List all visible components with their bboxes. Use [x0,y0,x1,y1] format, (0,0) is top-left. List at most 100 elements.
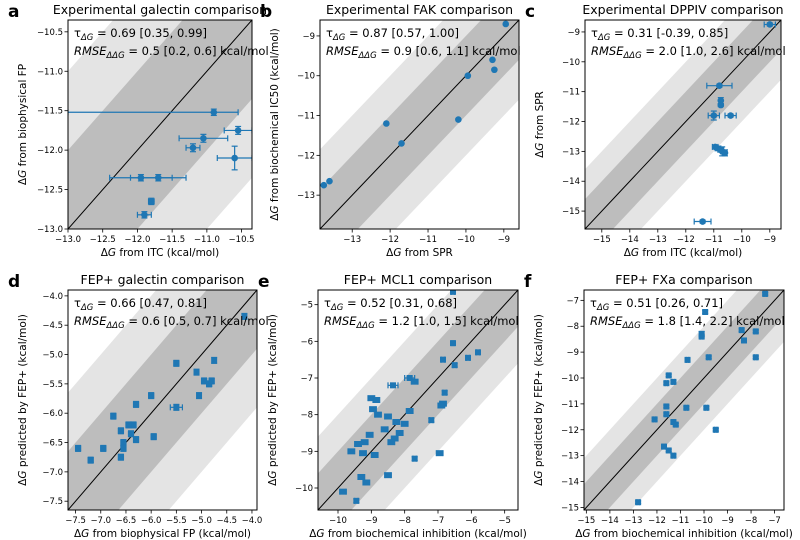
data-point [372,397,381,403]
data-point [360,439,369,446]
data-point [437,402,446,409]
plot-area-a [68,20,252,229]
data-point [383,120,390,127]
data-point [223,125,252,135]
marker [154,174,162,182]
data-point [127,430,135,438]
panel-c: −15 −14 −13 −12 −11 −10 −9 −15 −14 −13 −12 −11 −10 −9… [525,2,786,259]
marker [703,404,710,411]
y-tick-label: −15 [562,207,580,217]
y-tick-label: −14 [562,177,580,187]
x-tick-label: −11 [671,516,689,526]
marker [451,362,458,369]
data-point [216,145,252,171]
y-tick-label: −8 [300,411,313,421]
y-tick-label: −13.0 [37,225,63,235]
data-point [173,359,180,367]
rmse-annotation-a: RMSEΔΔG = 0.5 [0.2, 0.6] kcal/mol [74,44,269,61]
y-tick-label: −11.5 [37,107,63,117]
marker [661,443,667,450]
marker [100,445,107,452]
data-point [185,143,201,153]
tau-annotation-f: τΔG = 0.51 [0.26, 0.71] [590,296,723,313]
marker [211,357,218,364]
panel-a: −13.0 −12.5 −12.0 −11.5 −11.0 −10.5 −13.0 −12.5… [8,2,269,259]
data-point [411,455,418,462]
data-point [706,82,733,89]
x-tick-label: −7 [768,516,781,526]
y-tick-label: −10.5 [37,28,63,38]
marker [200,135,207,142]
y-tick-label: −9 [300,447,313,457]
y-tick-label: −10 [295,484,313,494]
marker [117,427,124,434]
data-point [663,403,670,410]
data-point [120,444,127,452]
y-tick-label: −4.0 [42,292,63,302]
marker [489,56,496,64]
marker [361,439,368,446]
marker [401,420,408,427]
x-tick-label: −5 [498,516,511,526]
marker [721,149,729,157]
marker [438,402,445,409]
y-tick-label: −5 [300,301,313,311]
data-point [211,356,218,364]
x-tick-label: −9 [498,235,511,245]
marker [465,354,471,361]
x-tick-label: −14 [601,516,619,526]
data-point [357,474,366,480]
panel-d: −7.5 −7.0 −6.5 −6.0 −5.5 −5.0 −4.5 −4.0 −7.5 −7.0… [8,272,269,540]
panel-b: −13 −12 −11 −10 −9 −13 −12 −11 −10 −9 ΔG from SPR Δ… [260,2,521,259]
marker [231,154,238,162]
panel-title-b: Experimental FAK comparison [326,2,513,17]
marker [148,392,155,399]
data-point [196,392,203,400]
data-point [635,499,642,506]
marker [502,20,510,28]
data-point [693,218,712,225]
x-tick-label: −12 [677,235,695,245]
data-point [752,328,759,335]
marker [491,66,498,74]
y-tick-label: −4.5 [42,321,63,331]
x-tick-label: −11.0 [194,235,220,245]
y-tick-label: −6.0 [42,409,63,419]
plot-area-f [584,290,784,510]
panel-title-f: FEP+ FXa comparison [615,272,752,287]
x-tick-label: −13 [624,516,642,526]
marker [150,433,157,440]
rmse-annotation-f: RMSEΔΔG = 1.8 [1.4, 2.2] kcal/mol [590,314,785,331]
marker [741,337,747,344]
rmse-annotation-e: RMSEΔΔG = 1.2 [1.0, 1.5] kcal/mol [324,314,519,331]
marker [383,120,390,127]
y-tick-label: −14 [561,478,579,488]
x-tick-label: −13 [649,235,667,245]
identity-line-f [584,290,784,510]
x-tick-label: −7.0 [90,516,111,526]
tau-annotation-c: τΔG = 0.31 [-0.39, 0.85] [591,26,728,43]
data-point [100,444,107,452]
panel-letter-c: c [525,2,535,22]
data-point [665,447,672,454]
y-axis-label-c: ΔG from SPR [534,91,546,158]
marker [705,354,712,361]
marker [234,127,242,134]
rmse-annotation-d: RMSEΔΔG = 0.6 [0.5, 0.7] kcal/mol [74,314,269,331]
marker [320,181,328,189]
marker [358,474,365,480]
data-point [684,356,691,363]
marker [173,360,180,367]
x-tick-label: −9 [764,235,777,245]
y-axis-label-b: ΔG from biochemical IC50 (kcal/mol) [269,28,281,221]
marker [698,333,705,340]
y-tick-label: −7.0 [42,468,63,478]
y-tick-label: −10 [561,374,579,384]
marker [670,378,677,385]
x-tick-label: −10 [733,235,751,245]
marker [702,309,709,315]
marker [141,211,148,219]
x-tick-label: −8 [745,516,758,526]
data-point [763,21,777,28]
data-point [670,378,677,385]
